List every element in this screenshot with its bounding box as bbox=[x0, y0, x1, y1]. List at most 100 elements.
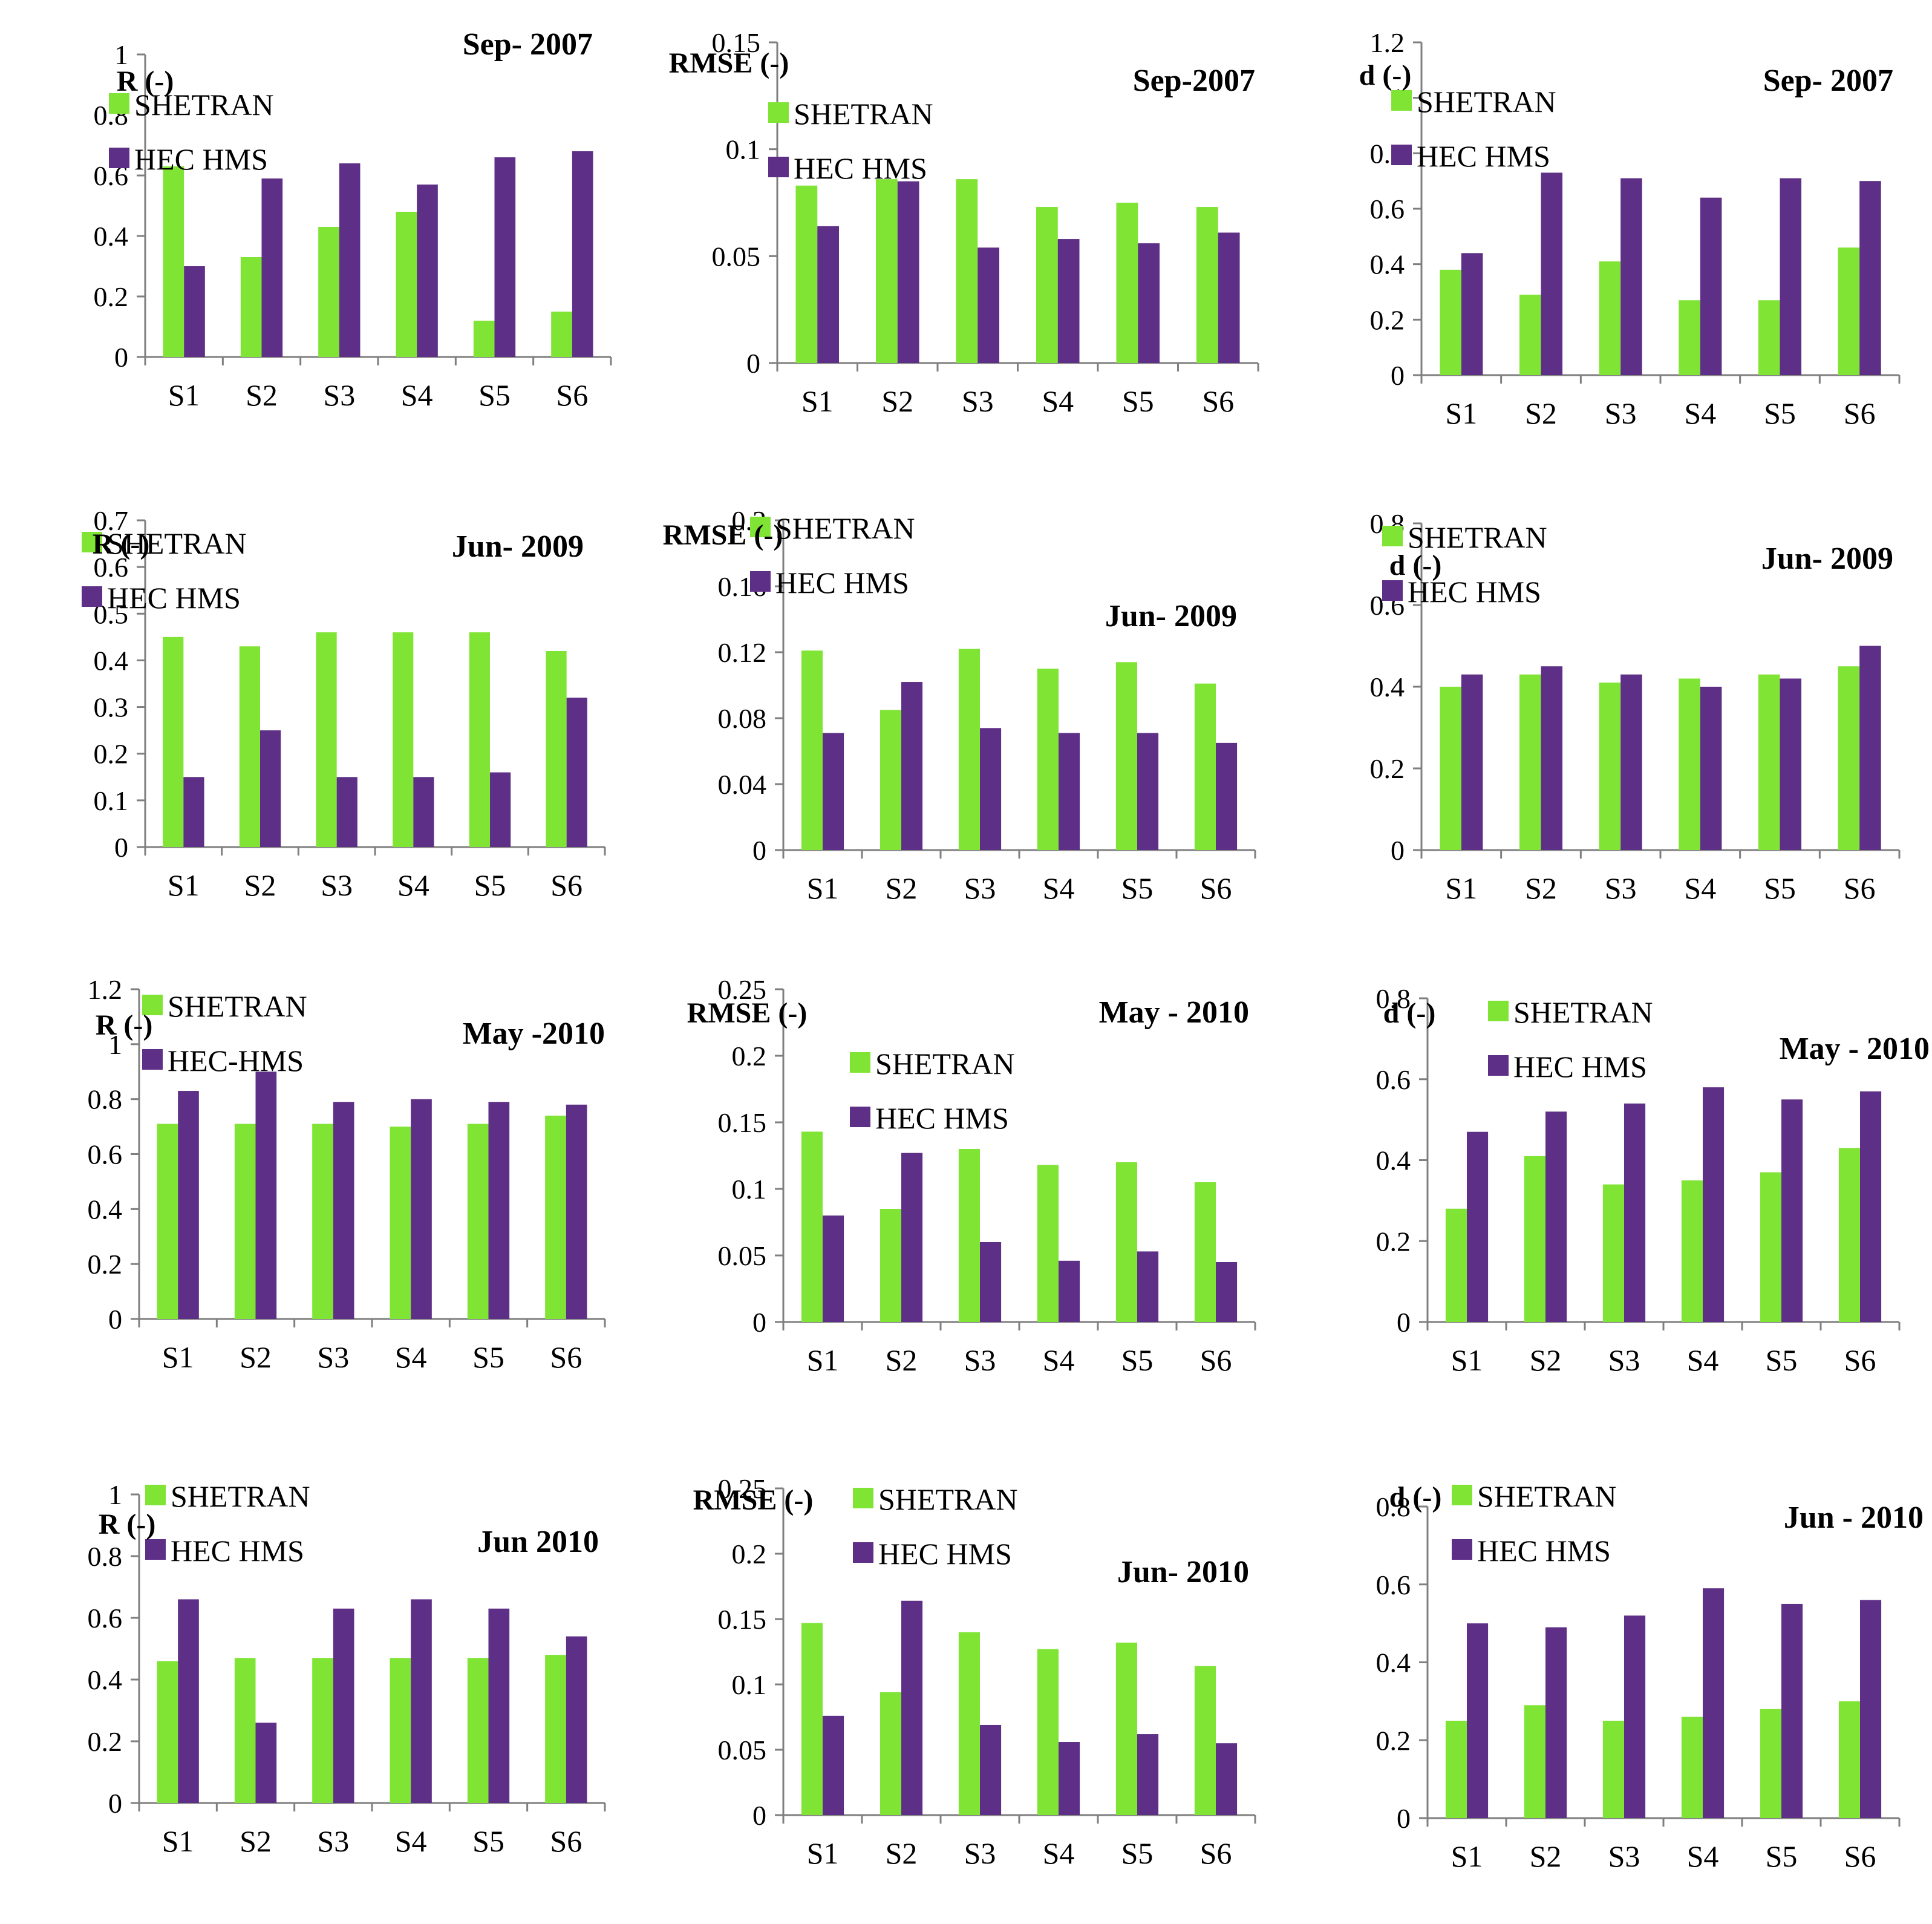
y-tick-label: 0.4 bbox=[1370, 672, 1405, 702]
y-tick-label: 0.4 bbox=[88, 1194, 123, 1225]
legend-swatch bbox=[1452, 1485, 1472, 1505]
shetran-bar-s3 bbox=[958, 1149, 980, 1322]
legend-label: HEC HMS bbox=[1408, 575, 1541, 609]
legend-swatch bbox=[1452, 1539, 1472, 1560]
metric-title: R (-) bbox=[93, 528, 150, 560]
shetran-bar-s1 bbox=[163, 636, 184, 847]
legend-label: SHETRAN bbox=[1513, 995, 1653, 1029]
metric-title: R (-) bbox=[96, 1009, 153, 1041]
legend-swatch bbox=[142, 995, 163, 1015]
y-tick-label: 0.05 bbox=[712, 241, 761, 272]
hechms-bar-s2 bbox=[1541, 666, 1563, 850]
shetran-bar-s2 bbox=[1519, 295, 1541, 375]
legend-label: SHETRAN bbox=[1417, 85, 1556, 119]
period-label: May - 2010 bbox=[1780, 1032, 1930, 1066]
y-tick-label: 0.05 bbox=[718, 1240, 767, 1271]
x-tick-label: S3 bbox=[962, 384, 994, 418]
shetran-bar-s3 bbox=[312, 1658, 333, 1803]
metric-title: d (-) bbox=[1389, 1481, 1442, 1513]
x-tick-label: S6 bbox=[1200, 1836, 1232, 1870]
x-tick-label: S5 bbox=[1121, 871, 1154, 905]
shetran-bar-s4 bbox=[1037, 1649, 1059, 1815]
x-tick-label: S5 bbox=[1766, 1343, 1798, 1377]
x-tick-label: S2 bbox=[240, 1340, 272, 1374]
hechms-bar-s5 bbox=[1780, 178, 1802, 375]
x-tick-label: S4 bbox=[1043, 1343, 1075, 1377]
shetran-bar-s6 bbox=[1838, 247, 1860, 375]
y-tick-label: 0 bbox=[1391, 360, 1405, 391]
x-tick-label: S1 bbox=[807, 1836, 839, 1870]
legend-swatch bbox=[145, 1485, 166, 1505]
legend-swatch bbox=[1488, 1055, 1509, 1076]
legend-swatch bbox=[750, 571, 771, 592]
x-tick-label: S2 bbox=[244, 868, 276, 902]
chart-d-sep-2007: 00.20.40.60.811.2S1S2S3S4S5S6SHETRANHEC … bbox=[1359, 27, 1901, 430]
shetran-bar-s4 bbox=[1679, 300, 1700, 375]
y-tick-label: 0.1 bbox=[732, 1174, 767, 1205]
legend-label: HEC HMS bbox=[171, 1534, 304, 1568]
shetran-bar-s1 bbox=[157, 1661, 178, 1803]
x-tick-label: S5 bbox=[1122, 384, 1154, 418]
shetran-bar-s4 bbox=[390, 1127, 411, 1319]
y-tick-label: 0.6 bbox=[1376, 1064, 1411, 1095]
hechms-bar-s6 bbox=[566, 1104, 587, 1319]
hechms-bar-s6 bbox=[1216, 742, 1238, 850]
y-tick-label: 0 bbox=[752, 1307, 766, 1338]
x-tick-label: S3 bbox=[317, 1340, 349, 1374]
x-tick-label: S3 bbox=[1605, 871, 1637, 905]
shetran-bar-s2 bbox=[239, 646, 260, 847]
hechms-bar-s5 bbox=[1137, 733, 1159, 850]
shetran-bar-s1 bbox=[163, 166, 184, 357]
x-tick-label: S4 bbox=[1042, 384, 1074, 418]
shetran-bar-s4 bbox=[1036, 207, 1058, 363]
shetran-bar-s2 bbox=[1524, 1705, 1545, 1818]
y-tick-label: 0.2 bbox=[88, 1726, 123, 1757]
hechms-bar-s5 bbox=[1780, 678, 1802, 850]
y-tick-label: 0.08 bbox=[718, 703, 767, 734]
hechms-bar-s3 bbox=[1620, 674, 1642, 850]
period-label: May -2010 bbox=[463, 1016, 605, 1051]
hechms-bar-s4 bbox=[411, 1099, 432, 1319]
y-tick-label: 0.2 bbox=[1376, 1226, 1411, 1257]
period-label: Jun- 2009 bbox=[452, 529, 584, 564]
shetran-bar-s5 bbox=[1115, 1162, 1137, 1322]
legend-label: HEC HMS bbox=[1417, 139, 1550, 173]
hechms-bar-s1 bbox=[1467, 1623, 1489, 1818]
x-tick-label: S3 bbox=[317, 1824, 349, 1858]
y-tick-label: 0.6 bbox=[88, 1603, 123, 1634]
chart-d-jun-2010: 0 0.2 0.4 0.6 0.8 S1 S2 S3 S4 S5 S6 SHETRAN HEC HMS d… bbox=[1376, 1479, 1924, 1873]
shetran-bar-s5 bbox=[1116, 203, 1138, 363]
hechms-bar-s1 bbox=[823, 733, 844, 850]
hechms-bar-s3 bbox=[980, 728, 1002, 850]
y-tick-label: 0 bbox=[746, 348, 760, 379]
shetran-bar-s5 bbox=[469, 632, 490, 847]
hechms-bar-s4 bbox=[1703, 1588, 1725, 1818]
legend-label: SHETRAN bbox=[134, 88, 274, 122]
x-tick-label: S5 bbox=[472, 1340, 504, 1374]
legend-label: HEC HMS bbox=[1513, 1050, 1647, 1084]
x-tick-label: S3 bbox=[1605, 396, 1637, 430]
x-tick-label: S6 bbox=[1200, 1343, 1232, 1377]
y-tick-label: 0.4 bbox=[1376, 1648, 1411, 1678]
hechms-bar-s3 bbox=[980, 1242, 1002, 1322]
x-tick-label: S2 bbox=[886, 871, 918, 905]
shetran-bar-s2 bbox=[1524, 1156, 1545, 1322]
legend-swatch bbox=[853, 1488, 873, 1508]
y-tick-label: 0.3 bbox=[94, 692, 129, 723]
y-tick-label: 0.15 bbox=[712, 27, 761, 58]
y-tick-label: 0 bbox=[108, 1304, 122, 1335]
x-tick-label: S4 bbox=[395, 1340, 427, 1374]
y-tick-label: 0.4 bbox=[1370, 249, 1405, 280]
hechms-bar-s1 bbox=[178, 1599, 199, 1803]
metric-title: RMSE (-) bbox=[669, 47, 789, 79]
shetran-bar-s5 bbox=[1115, 1642, 1137, 1815]
legend-label: HEC-HMS bbox=[168, 1044, 304, 1078]
legend-label: SHETRAN bbox=[775, 511, 915, 545]
y-tick-label: 0.6 bbox=[94, 552, 129, 583]
hechms-bar-s1 bbox=[817, 226, 840, 363]
x-tick-label: S3 bbox=[1608, 1839, 1640, 1873]
legend-swatch bbox=[768, 102, 789, 123]
legend-label: HEC HMS bbox=[775, 566, 909, 600]
x-tick-label: S6 bbox=[1844, 396, 1876, 430]
x-tick-label: S5 bbox=[1764, 396, 1796, 430]
